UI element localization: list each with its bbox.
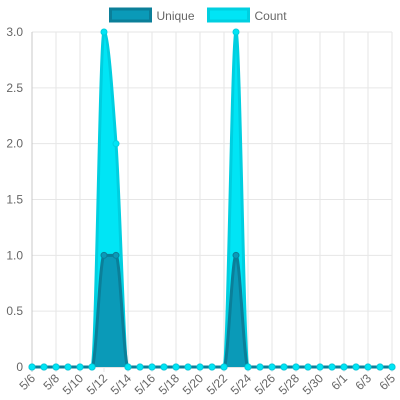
series-count-point [280, 363, 288, 371]
series-count-point [52, 363, 60, 371]
x-tick-label: 5/30 [300, 371, 327, 398]
x-tick-label: 6/5 [376, 371, 398, 393]
legend-swatch-count [207, 7, 250, 23]
series-count-point [304, 363, 312, 371]
legend[interactable]: Unique Count [109, 7, 288, 23]
legend-item-unique[interactable]: Unique [109, 7, 195, 23]
x-tick-label: 5/24 [228, 371, 255, 398]
x-axis-ticks: 5/6 5/85/105/125/145/165/185/205/225/245/… [16, 371, 398, 398]
x-tick-label: 5/22 [204, 371, 231, 398]
series-count-point [184, 363, 192, 371]
series-count-point [148, 363, 156, 371]
legend-item-count[interactable]: Count [207, 7, 288, 23]
series-count-point [40, 363, 48, 371]
y-tick-label: 0 [16, 360, 23, 374]
series-count-point [376, 363, 384, 371]
series-count-point [136, 363, 144, 371]
y-tick-label: 1.0 [6, 248, 23, 262]
series-count-point [100, 28, 108, 36]
series-count-point [124, 363, 132, 371]
x-tick-label: 6/1 [328, 371, 350, 393]
x-tick-label: 5/16 [132, 371, 159, 398]
series-count-point [208, 363, 216, 371]
series-count-point [244, 363, 252, 371]
x-tick-label: 5/28 [276, 371, 303, 398]
x-tick-label: 5/8 [40, 371, 62, 393]
x-tick-label: 5/6 [16, 371, 38, 393]
y-axis-ticks: 0 0.5 1.0 1.5 2.0 2.5 3.0 [6, 25, 23, 374]
legend-label-count: Count [255, 9, 288, 23]
x-tick-label: 6/3 [352, 371, 374, 393]
series-count-point [292, 363, 300, 371]
x-tick-label: 5/20 [180, 371, 207, 398]
series-unique-point [112, 251, 120, 259]
legend-swatch-unique [109, 7, 152, 23]
series-count-point [28, 363, 36, 371]
series-count-point [220, 363, 228, 371]
series-count-point [388, 363, 396, 371]
series-count-point [256, 363, 264, 371]
x-tick-label: 5/14 [108, 371, 135, 398]
y-tick-label: 2.0 [6, 137, 23, 151]
series-unique-point [232, 251, 240, 259]
x-tick-label: 5/26 [252, 371, 279, 398]
series-count-point [340, 363, 348, 371]
series-unique-point [100, 251, 108, 259]
series-points [28, 28, 396, 371]
series-count-point [76, 363, 84, 371]
series-count-point [172, 363, 180, 371]
y-tick-label: 3.0 [6, 25, 23, 39]
series-count-point [112, 140, 120, 148]
y-tick-label: 1.5 [6, 193, 23, 207]
series-count-point [328, 363, 336, 371]
series-unique-area [32, 255, 392, 367]
legend-label-unique: Unique [157, 9, 195, 23]
series-count-point [88, 363, 96, 371]
x-tick-label: 5/12 [84, 371, 111, 398]
x-tick-label: 5/10 [60, 371, 87, 398]
series-count-point [160, 363, 168, 371]
x-tick-label: 5/18 [156, 371, 183, 398]
series-count-point [196, 363, 204, 371]
series-count-point [352, 363, 360, 371]
series-count-point [232, 28, 240, 36]
y-tick-label: 2.5 [6, 81, 23, 95]
y-tick-label: 0.5 [6, 304, 23, 318]
series-count-point [316, 363, 324, 371]
series-count-point [268, 363, 276, 371]
series-count-point [64, 363, 72, 371]
series-count-point [364, 363, 372, 371]
grid [31, 31, 393, 372]
